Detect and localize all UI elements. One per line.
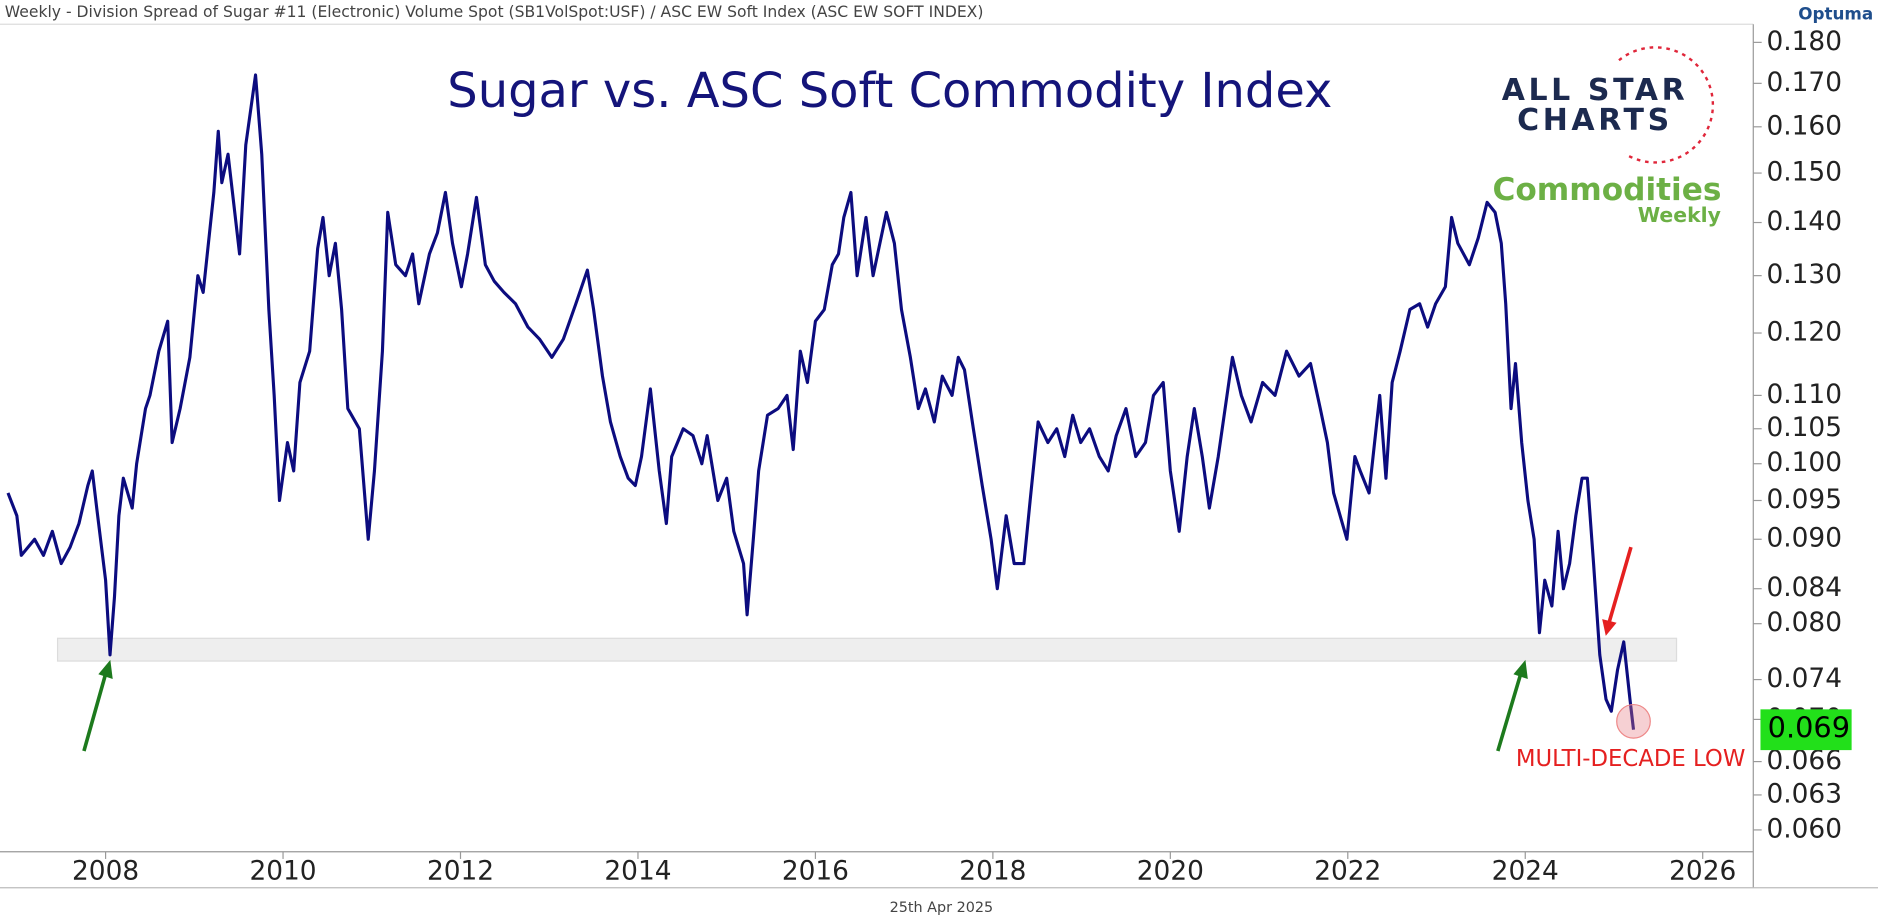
y-tick-label: 0.060	[1766, 814, 1842, 844]
logo-line2: CHARTS	[1517, 103, 1673, 138]
arrows	[82, 546, 1633, 752]
x-tick-label: 2014	[604, 857, 671, 887]
y-tick-label: 0.130	[1766, 260, 1842, 290]
logo-series: Commodities	[1492, 172, 1721, 208]
arrow-head	[98, 659, 113, 680]
y-tick-label: 0.066	[1766, 746, 1842, 776]
x-tick-label: 2008	[72, 857, 139, 887]
y-tick-label: 0.100	[1766, 448, 1842, 478]
x-tick-label: 2020	[1137, 857, 1204, 887]
x-tick-label: 2022	[1314, 857, 1381, 887]
y-tick-label: 0.063	[1766, 779, 1842, 809]
x-tick-label: 2024	[1492, 857, 1559, 887]
y-tick-label: 0.095	[1766, 485, 1842, 515]
arrow	[82, 673, 108, 752]
arrow	[1607, 546, 1633, 622]
y-tick-label: 0.140	[1766, 207, 1842, 237]
y-tick-label: 0.090	[1766, 524, 1842, 554]
current-value-label: 0.069	[1768, 711, 1850, 745]
x-tick-label: 2016	[782, 857, 849, 887]
x-tick-label: 2010	[249, 857, 316, 887]
y-tick-label: 0.160	[1766, 111, 1842, 141]
low-marker	[1616, 703, 1651, 739]
arrow	[1496, 673, 1523, 752]
header: Weekly - Division Spread of Sugar #11 (E…	[5, 3, 984, 21]
support-zone	[56, 637, 1678, 662]
y-tick-label: 0.080	[1766, 608, 1842, 638]
y-tick-label: 0.084	[1766, 573, 1842, 603]
logo-line1: ALL STAR	[1502, 73, 1689, 108]
chart-title: Sugar vs. ASC Soft Commodity Index	[447, 63, 1332, 119]
x-tick-label: 2026	[1669, 857, 1736, 887]
y-tick-label: 0.120	[1766, 318, 1842, 348]
y-tick-label: 0.105	[1766, 413, 1842, 443]
x-tick-label: 2012	[427, 857, 494, 887]
line	[6, 73, 1636, 730]
x-tick-label: 2018	[959, 857, 1026, 887]
y-tick-label: 0.150	[1766, 158, 1842, 188]
y-tick-label: 0.170	[1766, 68, 1842, 98]
current-value-box	[1760, 709, 1852, 751]
arrow-head	[1513, 659, 1528, 680]
arrow-head	[1602, 619, 1617, 636]
annotation: MULTI-DECADE LOW	[1516, 746, 1746, 772]
y-tick-label: 0.074	[1766, 664, 1842, 694]
logo: ALL STAR CHARTS Commodities Weekly	[1492, 46, 1721, 227]
y-tick-label: 0.110	[1766, 380, 1842, 410]
logo-sub: Weekly	[1638, 203, 1721, 227]
footer-date: 25th Apr 2025	[890, 900, 994, 916]
brand: Optuma	[1798, 4, 1873, 24]
y-tick-label: 0.180	[1766, 27, 1842, 57]
